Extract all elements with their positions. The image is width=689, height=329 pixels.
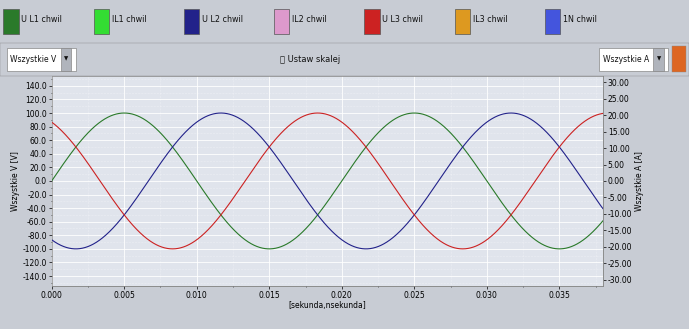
FancyBboxPatch shape [455, 9, 470, 34]
Text: IL3 chwil: IL3 chwil [473, 15, 507, 24]
FancyBboxPatch shape [61, 48, 71, 71]
FancyBboxPatch shape [94, 9, 109, 34]
Text: 🔒 Ustaw skalej: 🔒 Ustaw skalej [280, 55, 340, 64]
Text: ▼: ▼ [64, 57, 68, 62]
Text: IL2 chwil: IL2 chwil [292, 15, 327, 24]
FancyBboxPatch shape [274, 9, 289, 34]
FancyBboxPatch shape [364, 9, 380, 34]
FancyBboxPatch shape [184, 9, 199, 34]
Text: U L2 chwil: U L2 chwil [202, 15, 243, 24]
X-axis label: [sekunda,nsekunda]: [sekunda,nsekunda] [289, 301, 366, 311]
Text: Wszystkie V: Wszystkie V [10, 55, 56, 64]
Text: 1N chwil: 1N chwil [563, 15, 597, 24]
Text: U L3 chwil: U L3 chwil [382, 15, 423, 24]
Text: ▼: ▼ [657, 57, 661, 62]
Y-axis label: Wszystkie A [A]: Wszystkie A [A] [635, 151, 644, 211]
FancyBboxPatch shape [7, 48, 76, 71]
Y-axis label: Wszystkie V [V]: Wszystkie V [V] [10, 151, 19, 211]
FancyBboxPatch shape [653, 48, 664, 71]
Text: U L1 chwil: U L1 chwil [21, 15, 62, 24]
FancyBboxPatch shape [3, 9, 19, 34]
Text: IL1 chwil: IL1 chwil [112, 15, 146, 24]
FancyBboxPatch shape [672, 46, 686, 72]
FancyBboxPatch shape [545, 9, 560, 34]
Text: Wszystkie A: Wszystkie A [603, 55, 649, 64]
FancyBboxPatch shape [599, 48, 668, 71]
